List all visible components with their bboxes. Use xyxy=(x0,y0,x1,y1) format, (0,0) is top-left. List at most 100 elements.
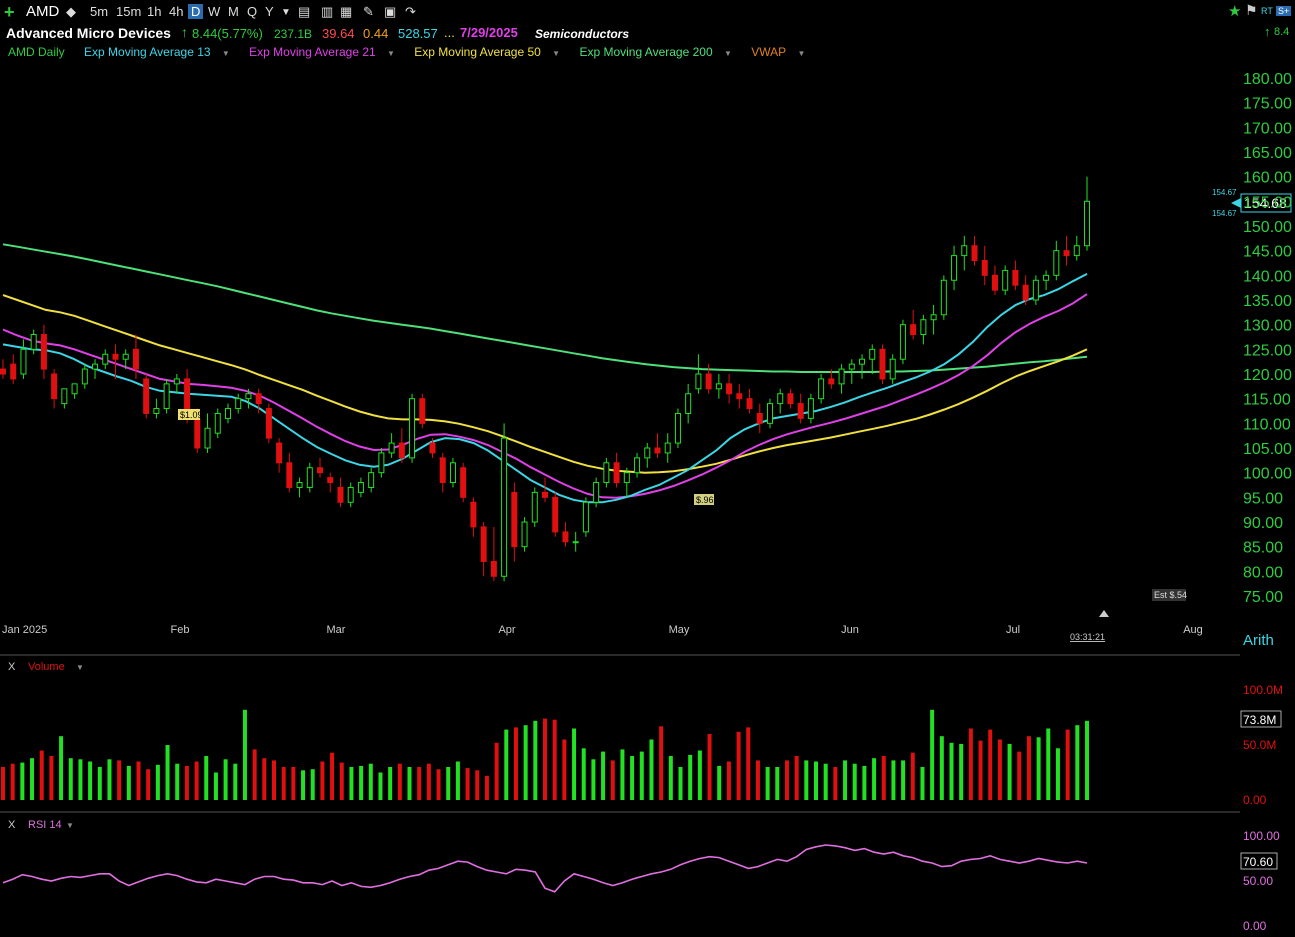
volume-bar xyxy=(349,767,354,800)
candle-body xyxy=(1002,269,1009,291)
candle-body xyxy=(347,486,354,503)
snapshot-icon[interactable]: ▣ xyxy=(384,4,397,19)
share-icon[interactable]: ↷ xyxy=(405,4,416,19)
legend-ema21[interactable]: Exp Moving Average 21 ▼ xyxy=(249,45,395,59)
volume-bar xyxy=(814,761,818,800)
volume-bar xyxy=(736,731,741,800)
y-tick-label: 165.00 xyxy=(1243,145,1292,162)
volume-bar xyxy=(281,767,286,800)
candle-body xyxy=(501,437,508,577)
tf-1h[interactable]: 1h xyxy=(147,4,162,19)
candle-body xyxy=(1073,245,1080,257)
volume-bar xyxy=(359,765,364,800)
y-tick-label: 150.00 xyxy=(1243,219,1292,236)
tf-5m[interactable]: 5m xyxy=(90,4,109,19)
candle-body xyxy=(674,412,681,444)
indicators-icon[interactable]: ▥ xyxy=(321,4,334,19)
candle-body xyxy=(859,358,866,365)
indicator-legend: AMD Daily Exp Moving Average 13 ▼ Exp Mo… xyxy=(8,45,821,61)
tf-4h[interactable]: 4h xyxy=(169,4,184,19)
legend-ema200[interactable]: Exp Moving Average 200 ▼ xyxy=(579,45,732,59)
candle-body xyxy=(1022,284,1029,301)
market-cap: 237.1B xyxy=(274,27,313,41)
volume-bar xyxy=(291,767,296,800)
volume-bar xyxy=(649,739,654,800)
volume-bar xyxy=(426,763,431,800)
legend-ema13[interactable]: Exp Moving Average 13 ▼ xyxy=(84,45,230,59)
sector-icon[interactable]: ◆ xyxy=(66,4,76,19)
volume-bar xyxy=(388,767,393,800)
volume-bar xyxy=(378,772,383,800)
volume-bar xyxy=(10,763,15,800)
legend-amd-daily[interactable]: AMD Daily xyxy=(8,45,65,59)
candle-body xyxy=(1012,269,1019,286)
add-symbol-icon[interactable]: + xyxy=(4,2,15,22)
legend-vwap[interactable]: VWAP ▼ xyxy=(751,45,806,59)
chevron-down-icon: ▼ xyxy=(221,49,230,58)
candle-body xyxy=(460,467,467,498)
legend-ema50[interactable]: Exp Moving Average 50 ▼ xyxy=(414,45,561,59)
candle-body xyxy=(286,462,293,488)
time-axis: Jan 2025 Feb Mar Apr May Jun Jul Aug 03:31:21 xyxy=(0,624,1240,813)
price-mark: 154.67 xyxy=(1212,188,1237,197)
volume-bar xyxy=(572,728,577,800)
symbol-input[interactable]: AMD xyxy=(26,3,60,20)
volume-bar xyxy=(213,772,218,800)
volume-bar xyxy=(794,756,799,800)
volume-bar xyxy=(688,754,693,800)
candle-body xyxy=(869,348,876,360)
tf-yearly[interactable]: Y xyxy=(265,4,274,19)
ema-line xyxy=(2,243,1088,373)
draw-pencil-icon[interactable]: ✎ xyxy=(363,4,374,19)
x-tick-label: Jun xyxy=(841,624,859,636)
volume-bar xyxy=(330,752,335,800)
price-pointer xyxy=(1231,198,1241,208)
candle-body xyxy=(818,378,825,400)
candle-body xyxy=(613,462,620,484)
candle-body xyxy=(1032,279,1039,301)
candle-body xyxy=(143,378,150,414)
chart-style-icon[interactable]: ▤ xyxy=(298,4,311,19)
candle-body xyxy=(961,245,968,257)
volume-bar xyxy=(668,756,673,800)
tf-quarterly[interactable]: Q xyxy=(247,4,258,19)
candle-body xyxy=(306,467,313,488)
candle-body xyxy=(777,393,784,405)
tf-daily[interactable]: D xyxy=(188,4,204,19)
volume-bar xyxy=(678,767,683,800)
candle-body xyxy=(429,442,436,454)
volume-bar xyxy=(978,740,983,800)
price-pane: $1.09 $.96 Est $.54 154.68 154.67 154.67 xyxy=(0,176,1292,617)
volume-y-tick: 100.0M xyxy=(1243,683,1283,697)
volume-bar xyxy=(484,775,489,800)
volume-bar xyxy=(30,758,35,800)
more-dots[interactable]: ... xyxy=(444,25,455,40)
volume-bar xyxy=(204,756,209,800)
candle-body xyxy=(419,398,426,424)
candle-body xyxy=(572,541,579,544)
candle-body xyxy=(756,412,763,424)
calculator-icon[interactable]: ▦ xyxy=(340,4,353,19)
tf-weekly[interactable]: W xyxy=(208,4,221,19)
volume-bar xyxy=(39,750,44,800)
volume-bar xyxy=(881,756,886,800)
ema-line xyxy=(2,293,1088,499)
right-up-arrow-icon: ↑ xyxy=(1264,24,1271,39)
tf-monthly[interactable]: M xyxy=(228,4,239,19)
volume-bar xyxy=(872,758,877,800)
star-icon[interactable]: ★ xyxy=(1228,3,1242,20)
candle-body xyxy=(81,368,88,385)
volume-bar xyxy=(833,767,838,800)
candle-body xyxy=(562,531,569,543)
splus-badge[interactable]: S+ xyxy=(1276,6,1292,16)
volume-last-label: 73.8M xyxy=(1243,713,1276,727)
chevron-down-icon[interactable]: ▼ xyxy=(281,7,291,18)
candle-body xyxy=(531,491,538,523)
volume-bar xyxy=(939,736,944,800)
flag-icon[interactable]: ⚑ xyxy=(1245,2,1258,18)
close-pane-icon: X xyxy=(8,819,16,831)
tf-15m[interactable]: 15m xyxy=(116,4,142,19)
volume-bar xyxy=(465,768,470,800)
volume-bar xyxy=(233,763,238,800)
